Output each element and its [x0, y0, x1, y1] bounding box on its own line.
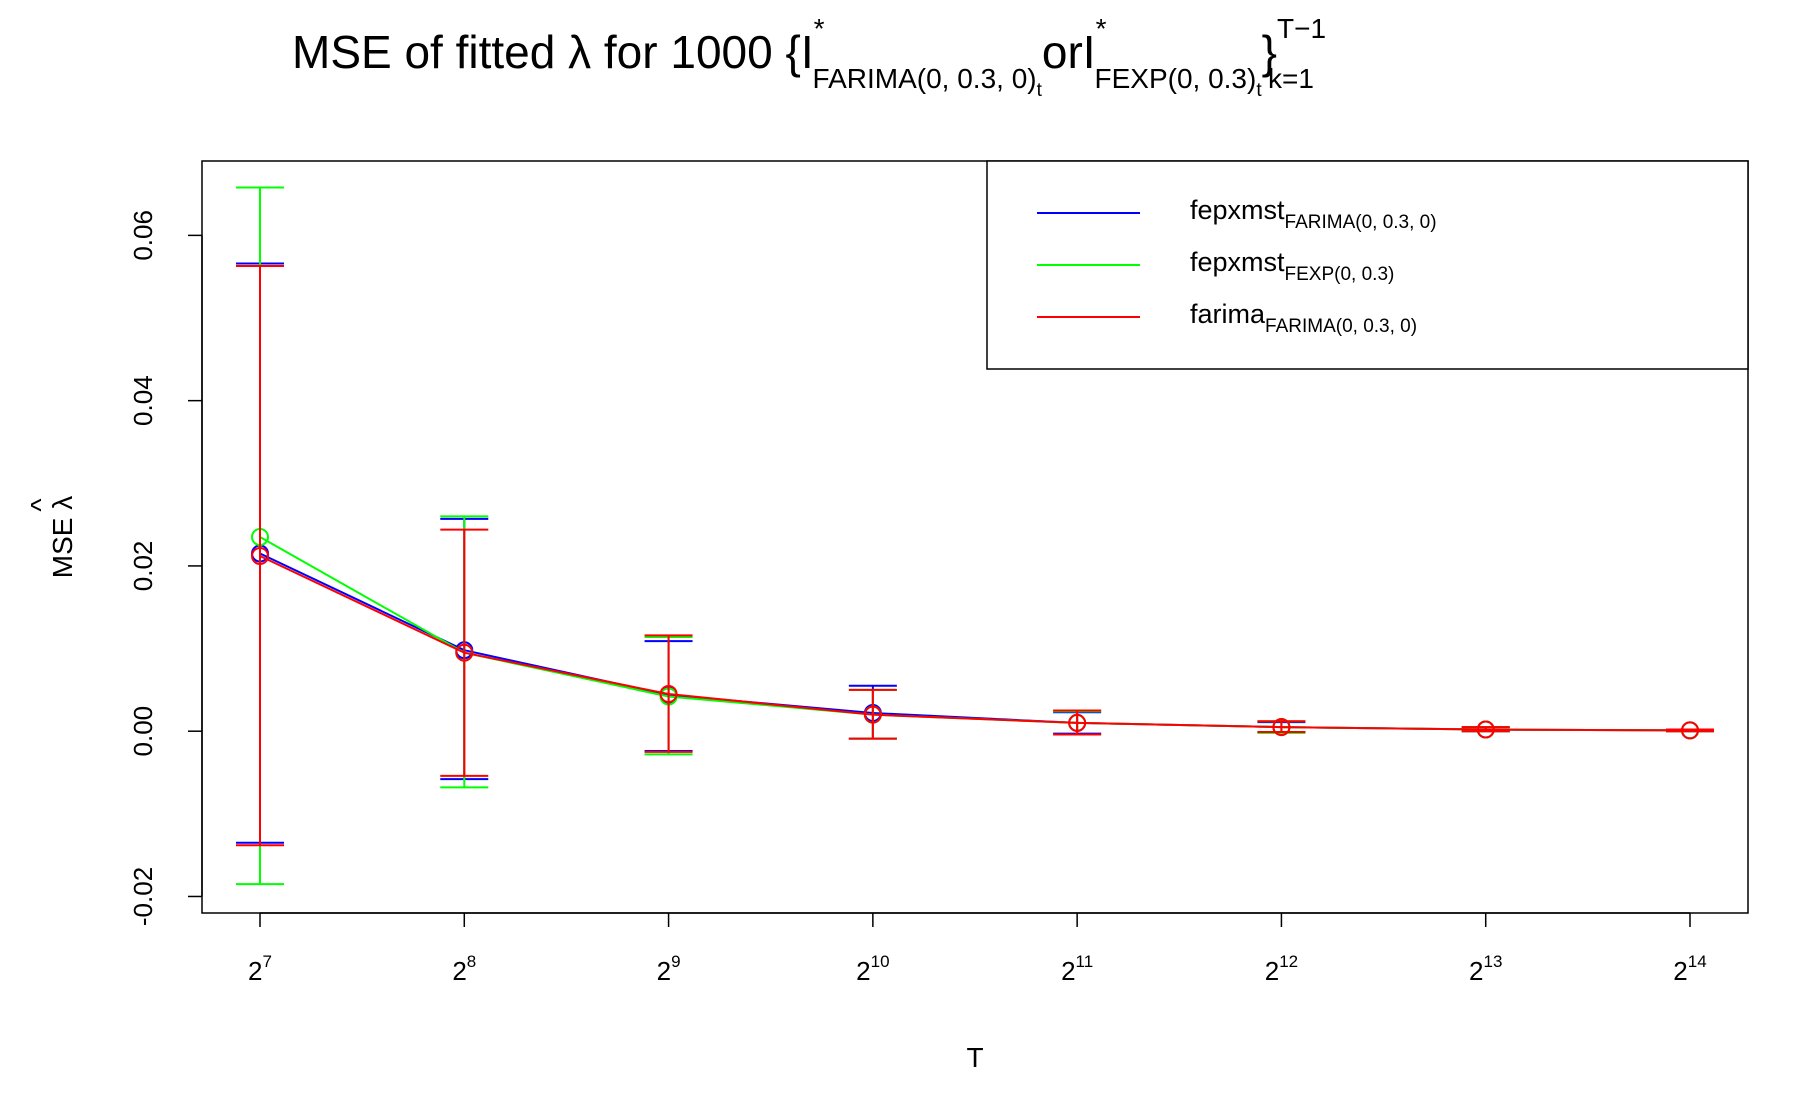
x-tick-label: 28	[452, 952, 476, 986]
x-tick-label: 211	[1061, 952, 1093, 986]
x-tick-label: 212	[1265, 952, 1298, 986]
x-tick-exponent: 13	[1483, 952, 1502, 971]
legend-label-main: fepxmst	[1190, 195, 1285, 225]
x-tick-base: 2	[248, 956, 262, 986]
legend-label-main: farima	[1190, 299, 1266, 329]
series-line	[259, 552, 1691, 732]
title-sub1-t: t	[1037, 80, 1043, 101]
y-axis: -0.02 0.00 0.02 0.04 0.06	[128, 210, 203, 926]
series-layer	[236, 186, 1714, 886]
data-point	[1068, 713, 1087, 732]
data-point	[1272, 718, 1291, 737]
x-tick-base: 2	[856, 956, 870, 986]
series-line	[259, 555, 1691, 732]
x-axis: 27 28 29 210 211 212 213 214	[248, 912, 1707, 986]
chart-title: MSE of fitted λ for 1000 {I* FARIMA(0, 0.…	[292, 13, 1326, 101]
x-tick-label: 213	[1469, 952, 1502, 986]
y-axis-label: MSE λ ^	[25, 496, 78, 578]
y-axis-label-text: MSE λ	[47, 496, 78, 578]
title-sub2-t: t	[1256, 80, 1262, 101]
title-sup2: *	[1096, 13, 1107, 44]
legend-label: farimaFARIMA(0, 0.3, 0)	[1190, 299, 1417, 337]
title-upper: T−1	[1277, 13, 1326, 44]
series-line	[259, 536, 1691, 732]
title-mid: orI	[1042, 26, 1096, 78]
x-tick-base: 2	[452, 956, 466, 986]
x-tick-exponent: 8	[467, 952, 476, 971]
x-tick-label: 214	[1673, 952, 1706, 986]
x-tick-label: 210	[856, 952, 889, 986]
data-point	[251, 547, 269, 566]
y-tick-label: 0.06	[128, 210, 158, 261]
title-sup1: *	[814, 13, 825, 44]
title-prefix: MSE of fitted λ for 1000 {I	[292, 26, 814, 78]
y-tick-label: 0.02	[128, 541, 158, 592]
legend-label-main: fepxmst	[1190, 247, 1285, 277]
y-tick-label: 0.04	[128, 375, 158, 426]
x-tick-base: 2	[657, 956, 671, 986]
y-tick-label: 0.00	[128, 706, 158, 757]
x-tick-base: 2	[1265, 956, 1279, 986]
x-tick-base: 2	[1673, 956, 1687, 986]
legend-item-green: fepxmstFEXP(0, 0.3)	[1037, 247, 1394, 285]
legend-label-sub: FARIMA(0, 0.3, 0)	[1285, 212, 1437, 233]
data-point	[455, 643, 474, 662]
x-tick-base: 2	[1061, 956, 1075, 986]
data-point	[1681, 721, 1699, 740]
series-red	[236, 264, 1714, 847]
legend-label: fepxmstFARIMA(0, 0.3, 0)	[1190, 195, 1437, 233]
y-tick-label: -0.02	[128, 867, 158, 926]
data-point	[659, 685, 678, 704]
legend-label-sub: FEXP(0, 0.3)	[1285, 264, 1395, 285]
legend-item-blue: fepxmstFARIMA(0, 0.3, 0)	[1037, 195, 1437, 233]
title-lower: k=1	[1268, 63, 1314, 94]
legend-label-sub: FARIMA(0, 0.3, 0)	[1265, 316, 1417, 337]
x-tick-exponent: 10	[871, 952, 890, 971]
x-axis-label: T	[966, 1042, 983, 1073]
legend-items: fepxmstFARIMA(0, 0.3, 0)fepxmstFEXP(0, 0…	[1037, 195, 1437, 337]
title-sub1: FARIMA(0, 0.3, 0)	[813, 63, 1037, 94]
data-point	[863, 705, 882, 724]
x-tick-label: 29	[657, 952, 681, 986]
y-axis-label-hat: ^	[25, 498, 56, 511]
x-tick-exponent: 7	[263, 952, 272, 971]
x-tick-exponent: 12	[1279, 952, 1298, 971]
x-tick-exponent: 14	[1688, 952, 1707, 971]
legend-item-red: farimaFARIMA(0, 0.3, 0)	[1037, 299, 1417, 337]
x-tick-exponent: 9	[671, 952, 680, 971]
legend-label: fepxmstFEXP(0, 0.3)	[1190, 247, 1394, 285]
legend: fepxmstFARIMA(0, 0.3, 0)fepxmstFEXP(0, 0…	[986, 160, 1749, 370]
x-tick-label: 27	[248, 952, 272, 986]
x-tick-base: 2	[1469, 956, 1483, 986]
x-tick-exponent: 11	[1076, 952, 1094, 971]
title-sub2: FEXP(0, 0.3)	[1094, 63, 1256, 94]
title-close: }	[1262, 26, 1277, 78]
data-point	[1476, 720, 1495, 739]
